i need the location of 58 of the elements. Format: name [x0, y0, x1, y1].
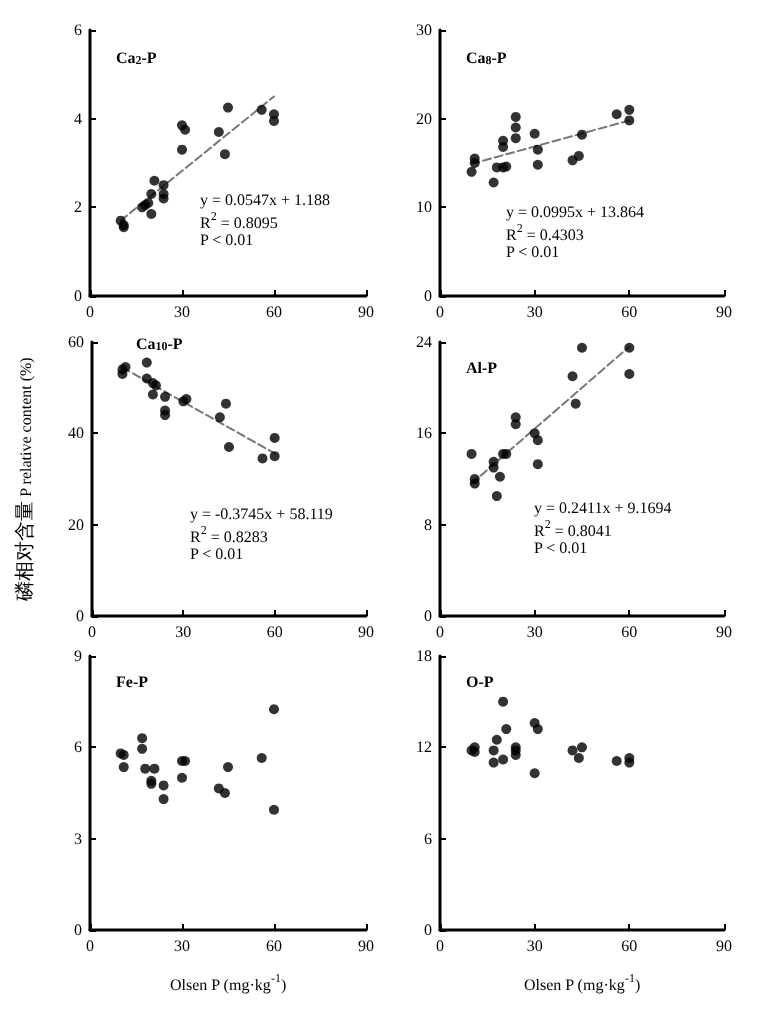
x-tick-label: 90	[716, 937, 732, 955]
x-tick-label: 60	[621, 623, 638, 641]
x-tick-label: 30	[526, 937, 543, 955]
annotation: y = 0.0995x + 13.864	[506, 203, 645, 221]
annotation: y = -0.3745x + 58.119	[190, 505, 333, 523]
x-tick-label: 30	[526, 303, 543, 321]
x-tick-label: 30	[174, 303, 190, 321]
x-tick-label: 90	[358, 937, 374, 955]
y-tick-label: 40	[68, 424, 84, 443]
x-tick-label: 0	[88, 623, 96, 641]
y-tick-label: 6	[424, 829, 432, 848]
annotation: y = 0.2411x + 9.1694	[534, 499, 672, 517]
y-tick-label: 2	[74, 198, 82, 217]
y-axis-title: 磷相对含量 P relative content (%)	[13, 356, 37, 603]
y-tick-label: 0	[424, 287, 432, 305]
annotation: P < 0.01	[200, 231, 254, 249]
y-tick-label: 9	[74, 647, 82, 665]
y-tick-label: 24	[416, 333, 432, 351]
annotation: P < 0.01	[506, 243, 560, 261]
x-tick-label: 30	[174, 937, 190, 955]
y-tick-label: 60	[68, 333, 84, 351]
y-tick-label: 0	[424, 607, 432, 625]
y-tick-label: 4	[74, 109, 82, 128]
y-tick-label: 16	[416, 424, 432, 443]
x-tick-label: 60	[266, 303, 282, 321]
x-tick-label: 0	[436, 303, 444, 321]
y-tick-label: 8	[424, 515, 432, 534]
x-tick-label: 0	[436, 623, 444, 641]
annotation: y = 0.0547x + 1.188	[200, 191, 331, 209]
x-tick-label: 0	[436, 937, 444, 955]
text: Al-P	[466, 359, 498, 377]
x-tick-label: 90	[358, 303, 374, 321]
x-tick-label: 60	[621, 937, 638, 955]
x-tick-label: 90	[716, 623, 732, 641]
y-tick-label: 20	[416, 109, 432, 128]
y-tick-label: 18	[416, 647, 432, 665]
x-tick-label: 90	[358, 623, 374, 641]
x-tick-label: 60	[266, 623, 283, 641]
y-tick-label: 0	[74, 921, 82, 939]
x-tick-label: 60	[266, 937, 282, 955]
text: O-P	[466, 673, 494, 691]
annotation: P < 0.01	[190, 545, 244, 563]
y-tick-label: 6	[74, 21, 82, 39]
x-tick-label: 90	[716, 303, 732, 321]
x-tick-label: 30	[175, 623, 192, 641]
x-tick-label: 30	[526, 623, 543, 641]
y-tick-label: 20	[68, 515, 84, 534]
y-tick-label: 0	[74, 287, 82, 305]
y-tick-label: 0	[424, 921, 432, 939]
text: Fe-P	[116, 673, 149, 691]
y-tick-label: 0	[76, 607, 84, 625]
y-tick-label: 3	[74, 829, 82, 848]
y-tick-label: 10	[416, 198, 432, 217]
x-tick-label: 60	[621, 303, 638, 321]
annotation: P < 0.01	[534, 539, 588, 557]
y-tick-label: 6	[74, 738, 82, 757]
y-tick-label: 30	[416, 21, 432, 39]
y-tick-label: 12	[416, 738, 432, 757]
